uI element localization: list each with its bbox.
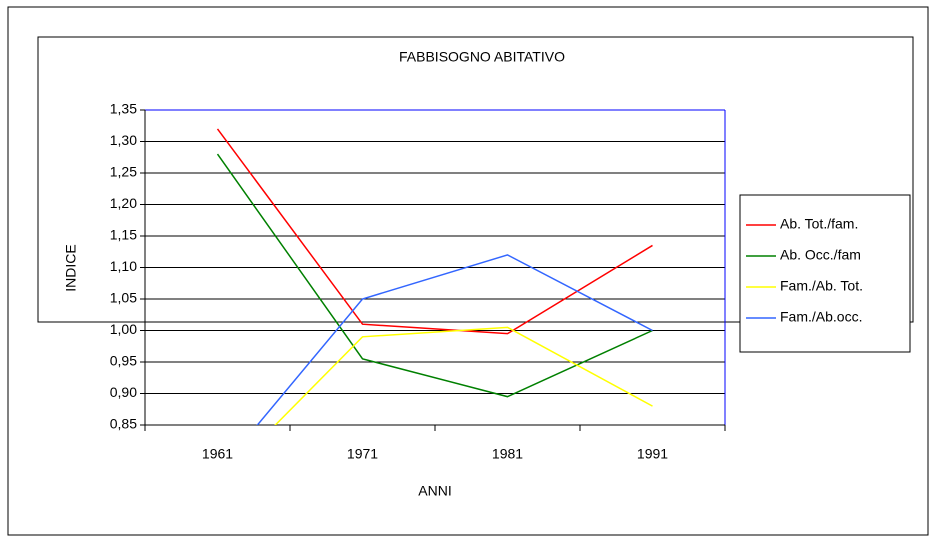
y-tick-label: 1,15 — [110, 227, 137, 243]
y-axis-label: INDICE — [63, 244, 79, 291]
legend-box — [739, 194, 911, 353]
x-tick-label: 1971 — [347, 446, 378, 462]
legend-label: Fam./Ab. Tot. — [780, 278, 863, 294]
y-tick-label: 1,35 — [110, 101, 137, 117]
x-tick-label: 1991 — [637, 446, 668, 462]
y-tick-label: 1,30 — [110, 132, 137, 148]
y-tick-label: 0,85 — [110, 416, 137, 432]
y-tick-label: 1,00 — [110, 321, 137, 337]
series-line — [216, 128, 653, 335]
legend-label: Ab. Occ./fam — [780, 247, 861, 263]
y-tick-label: 1,10 — [110, 258, 137, 274]
series-line — [216, 153, 653, 398]
y-tick-label: 0,90 — [110, 384, 137, 400]
y-tick-label: 1,25 — [110, 164, 137, 180]
series-line — [256, 254, 653, 425]
chart-title: FABBISOGNO ABITATIVO — [399, 49, 565, 65]
legend-label: Fam./Ab.occ. — [780, 309, 862, 325]
x-axis-label: ANNI — [418, 483, 451, 499]
y-tick-label: 0,95 — [110, 353, 137, 369]
y-tick-label: 1,20 — [110, 195, 137, 211]
y-tick-label: 1,05 — [110, 290, 137, 306]
x-tick-label: 1961 — [202, 446, 233, 462]
series-line — [274, 326, 653, 425]
legend-label: Ab. Tot./fam. — [780, 216, 858, 232]
x-tick-label: 1981 — [492, 446, 523, 462]
